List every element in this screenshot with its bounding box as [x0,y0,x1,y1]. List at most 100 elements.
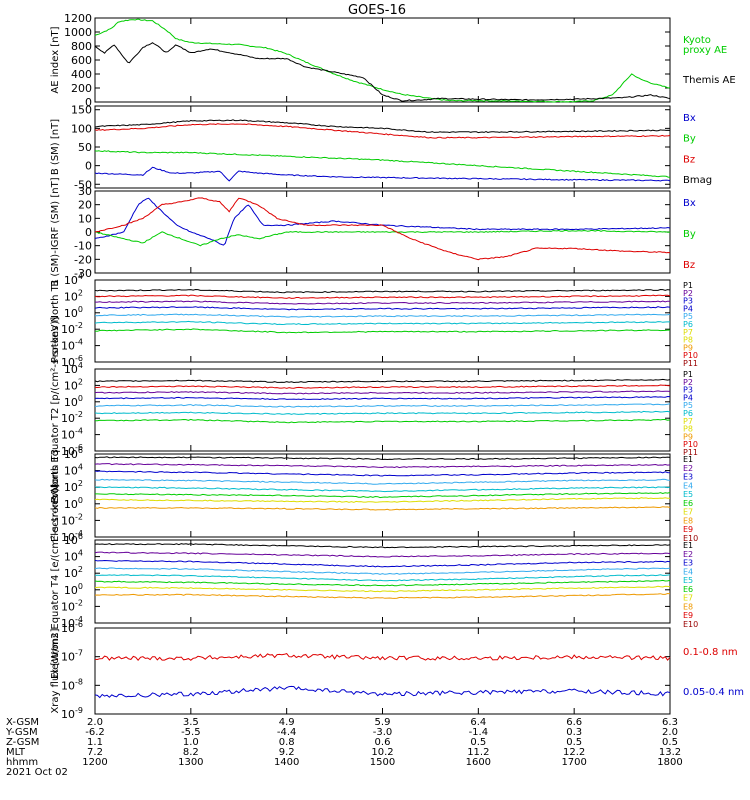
x-row-value: 0.5 [470,737,486,748]
y-tick-label: 0 [85,160,92,173]
legend-label: P8 [683,336,693,345]
legend-label: P11 [683,448,698,457]
legend-label: Themis AE [682,75,736,86]
x-row-value: 13.2 [659,747,681,758]
legend-label: P6 [683,409,693,418]
figure-title: GOES-16 [348,3,406,18]
legend-label: P3 [683,386,693,395]
panel-frame [94,105,671,189]
y-tick-exponent: 4 [78,463,83,472]
y-tick-label: 100 [71,122,92,135]
y-tick-exponent: -6 [75,443,83,452]
series-line-bz [94,197,671,261]
legend-label: E10 [683,620,698,629]
series-line-e3 [94,470,671,477]
y-axis-label: Protons North T1 [50,279,61,363]
series-line-p5 [94,403,671,408]
series-line-kyoto-proxy-ae [94,18,671,103]
x-row-value: 0.5 [662,737,678,748]
legend-label: E2 [683,550,693,559]
y-tick-label: 104 [64,463,83,478]
y-tick-label: 106 [64,532,83,547]
x-row-value: 3.5 [183,717,199,728]
series-line-e6 [94,579,671,587]
x-row-label: Y-GSM [5,727,38,738]
legend-label: E5 [683,490,693,499]
x-row-value: 6.6 [566,717,582,728]
y-tick-label: 102 [64,565,83,580]
x-row-value: 0.8 [279,737,295,748]
x-axis-table: X-GSM 2.0 3.5 4.9 5.9 6.4 6.6 6.3 Y-GSM -6.2 -5.5 -… [5,717,683,778]
y-tick-label: -50 [74,178,92,191]
y-tick-exponent: 2 [78,377,83,386]
x-row-value: 6.4 [470,717,486,728]
series-line-p3 [94,390,671,395]
legend-label: Bx [683,198,696,209]
y-tick-exponent: -8 [75,677,83,686]
y-tick-exponent: 0 [78,305,83,314]
series-line-e1 [94,456,671,461]
series-line-e7 [94,497,671,503]
legend-label: E1 [683,455,693,464]
series-line-e2 [94,463,671,469]
legend-label: E1 [683,541,693,550]
series-line-e3 [94,559,671,568]
y-tick-label: 1200 [64,12,92,25]
y-tick-label: 0 [85,96,92,109]
legend-label: E9 [683,611,693,620]
series-line-p4 [94,395,671,401]
x-row-value: 1800 [657,757,682,768]
series-line-themis-ae [94,42,671,102]
y-tick-label: -30 [74,267,92,280]
y-tick-label: 10-2 [61,410,83,425]
y-tick-exponent: -6 [75,620,83,629]
x-row-value: 1400 [274,757,299,768]
x-row-value: 1.0 [183,737,199,748]
y-axis-label: Electrons Equator T4 [e/(cm²-s-sr-keV)] [50,484,61,679]
y-tick-label: 102 [64,377,83,392]
y-tick-label: 50 [78,141,92,154]
y-tick-label: 104 [64,549,83,564]
y-tick-exponent: 4 [78,361,83,370]
y-tick-label: 100 [64,394,83,409]
x-row-value: 11.2 [467,747,489,758]
x-row-value: 9.2 [279,747,295,758]
panel-frame [94,279,671,363]
y-tick-label: 10-4 [61,427,83,442]
x-row-value: 12.2 [563,747,585,758]
legend-label: E6 [683,585,693,594]
series-line-p1 [94,378,671,384]
series-line-e7 [94,585,671,593]
x-row-value: 6.3 [662,717,678,728]
y-tick-label: 600 [71,54,92,67]
legend-label: Kyoto [683,35,711,46]
y-tick-label: 10 [78,212,92,225]
x-row-value: 4.9 [279,717,295,728]
x-row-value: -4.4 [277,727,297,738]
x-row-value: 2.0 [662,727,678,738]
y-tick-label: 400 [71,68,92,81]
y-tick-label: 10-6 [61,620,83,635]
legend-label: P3 [683,297,693,306]
panel-frame [94,453,671,538]
legend-label: E7 [683,594,693,603]
legend-label: P7 [683,417,693,426]
series-line-p5 [95,313,671,318]
y-tick-exponent: 2 [78,288,83,297]
y-tick-label: 0 [85,226,92,239]
y-tick-exponent: -9 [75,706,83,715]
legend-label: P4 [683,304,693,313]
y-tick-exponent: -7 [75,649,83,658]
legend-label: P10 [683,351,698,360]
y-tick-label: 100 [64,582,83,597]
y-tick-exponent: -4 [75,529,83,538]
legend-label: P9 [683,343,693,352]
y-tick-label: 200 [71,82,92,95]
y-tick-exponent: 2 [78,479,83,488]
y-tick-label: 106 [64,446,83,461]
x-row-value: -5.5 [181,727,201,738]
